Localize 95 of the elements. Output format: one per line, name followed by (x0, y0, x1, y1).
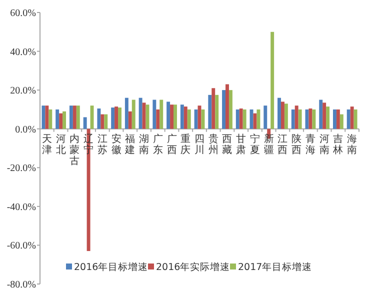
x-tick-label: 新疆 (264, 132, 274, 156)
bar (291, 109, 295, 129)
bar (170, 104, 174, 129)
x-tick-label: 河北 (56, 132, 66, 156)
y-tick-label: -40.0% (6, 202, 36, 213)
x-tick-label: 湖南 (139, 132, 150, 156)
bar (56, 109, 60, 129)
x-tick-label: 天津 (42, 134, 52, 156)
legend-label: 2016年目标增速 (74, 261, 148, 273)
bar (239, 108, 243, 129)
x-tick-label: 甘肃 (236, 132, 246, 156)
bar (336, 109, 340, 129)
y-tick-label: 60.0% (10, 8, 36, 19)
x-tick-label: 河南 (319, 132, 330, 156)
bar (59, 113, 63, 129)
bar (100, 114, 104, 129)
bar (322, 102, 326, 129)
y-tick-label: 0.0% (15, 124, 36, 136)
legend-label: 2017年目标增速 (238, 261, 312, 273)
bar (270, 32, 274, 129)
bar (104, 114, 108, 129)
bar (76, 106, 80, 129)
bar (194, 109, 198, 129)
x-tick-label: 广东 (152, 132, 163, 156)
bar (222, 90, 226, 129)
x-tick-label: 西藏 (222, 134, 232, 156)
x-tick-label: 重庆 (180, 132, 191, 156)
bar (156, 109, 160, 129)
x-tick-label: 广西 (166, 132, 177, 156)
y-tick-label: -20.0% (6, 163, 36, 174)
bar (69, 106, 73, 129)
x-tick-label: 江西 (278, 132, 288, 156)
bar (340, 114, 344, 129)
bar (278, 98, 281, 129)
bar (253, 113, 257, 129)
bar (242, 109, 246, 129)
bar (142, 102, 146, 129)
bar (48, 109, 52, 129)
x-tick-label: 安徽 (111, 132, 122, 156)
x-tick-label: 四川 (194, 134, 204, 156)
bar (152, 100, 156, 129)
bar (180, 104, 184, 129)
bar (187, 109, 191, 129)
x-tick-label: 江苏 (97, 132, 108, 156)
bar (166, 102, 170, 129)
bar (111, 108, 115, 129)
bar (97, 108, 101, 129)
bar (298, 109, 302, 129)
bar (138, 98, 142, 129)
y-tick-label: -60.0% (6, 240, 36, 252)
bar (284, 104, 288, 129)
x-tick-label: 海南 (347, 132, 358, 156)
bar (319, 100, 323, 129)
x-tick-label: 贵州 (208, 132, 218, 156)
x-tick-label: 青海 (305, 132, 316, 156)
bar (132, 100, 136, 129)
bar (264, 106, 268, 129)
bar (42, 106, 46, 129)
bar (62, 111, 66, 129)
y-tick-label: -80.0% (6, 280, 36, 290)
bar (124, 98, 128, 129)
bar (350, 106, 354, 129)
bar (228, 90, 232, 129)
bar (256, 109, 260, 129)
legend-label: 2016年实际增速 (156, 261, 230, 273)
x-tick-label: 陕西 (292, 132, 302, 156)
bar (201, 109, 205, 129)
x-tick-label: 宁夏 (250, 132, 260, 156)
bar (312, 109, 316, 129)
bar (308, 108, 312, 129)
bar (212, 88, 216, 129)
bar (280, 102, 284, 129)
x-tick-label: 吉林 (332, 132, 344, 156)
bar (354, 109, 358, 129)
bar (114, 106, 118, 129)
bar (332, 109, 336, 129)
bar (215, 94, 219, 129)
bar (294, 106, 298, 129)
bar (72, 106, 76, 129)
bar (118, 108, 122, 129)
x-tick-label: 内蒙古 (70, 132, 80, 167)
bar (326, 106, 330, 129)
bar (160, 100, 164, 129)
bar (45, 106, 49, 129)
y-tick-label: 20.0% (10, 86, 36, 97)
x-tick-label: 福建 (124, 132, 136, 156)
bar (346, 109, 350, 129)
bar (184, 106, 188, 129)
bar (226, 84, 229, 129)
bar (236, 109, 240, 129)
bar (128, 111, 132, 129)
bar (83, 117, 87, 129)
bar (208, 94, 212, 129)
bar (173, 104, 177, 129)
y-tick-label: 40.0% (10, 46, 36, 58)
